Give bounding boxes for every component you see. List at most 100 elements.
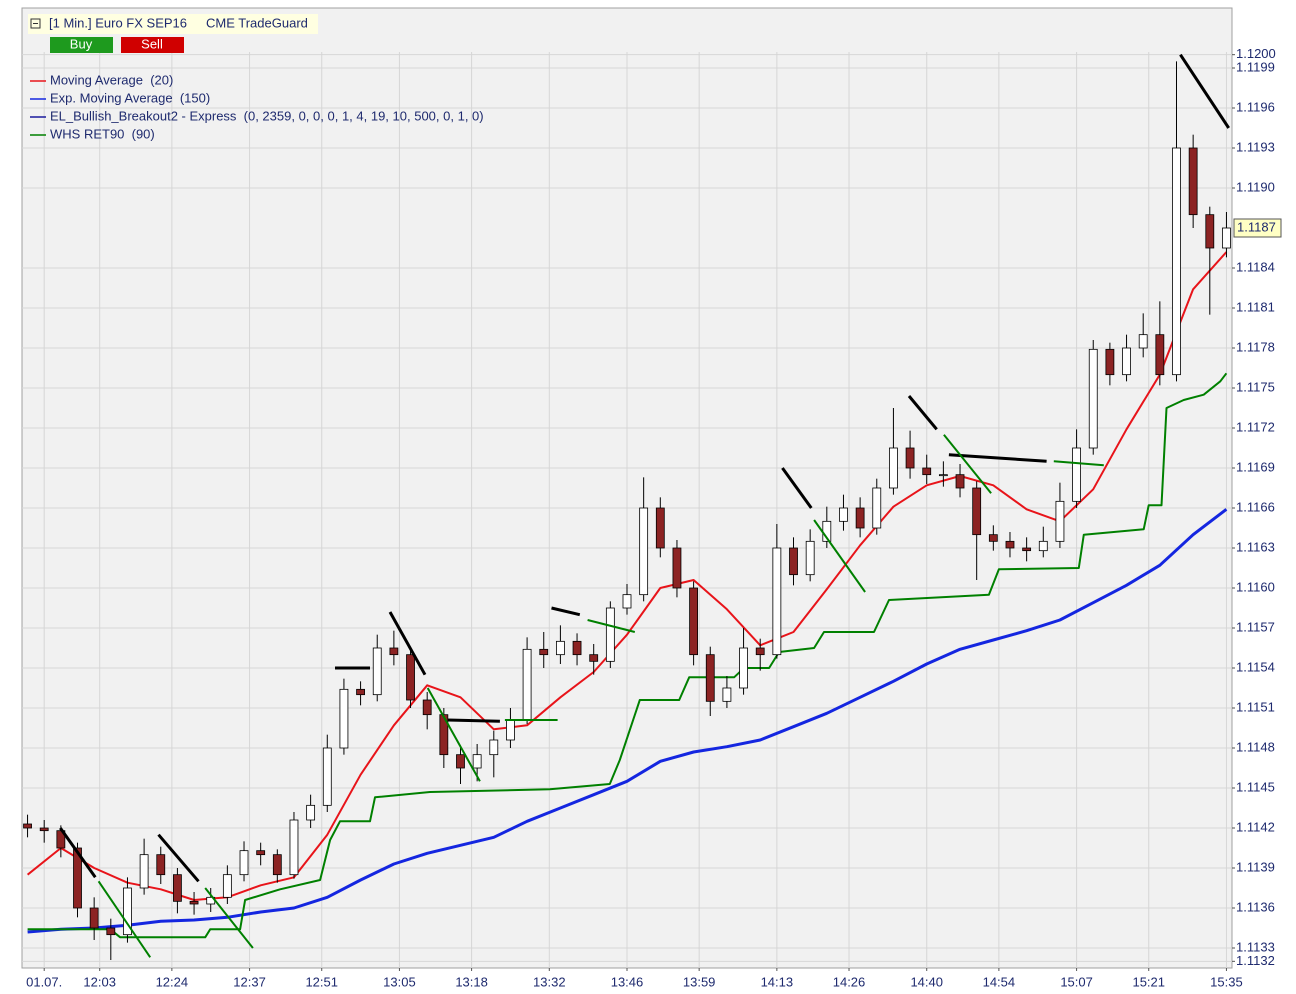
breakout-segment	[781, 467, 813, 509]
candle-body	[1088, 348, 1098, 449]
breakout-segment	[157, 833, 200, 883]
y-tick-label: 1.1169	[1236, 459, 1275, 474]
candle-body	[1122, 347, 1131, 376]
y-tick-label: 1.1178	[1236, 339, 1275, 354]
last-price-label: 1.1187	[1237, 219, 1276, 234]
x-tick-label: 13:59	[683, 974, 716, 989]
candle-body	[1038, 540, 1048, 552]
candle-body	[722, 687, 732, 702]
y-tick-label: 1.1154	[1236, 659, 1275, 674]
candle-body	[655, 507, 665, 549]
candle-body	[139, 854, 149, 889]
candle-body	[539, 648, 549, 656]
x-tick-label: 12:51	[305, 974, 338, 989]
y-tick-label: 1.1160	[1236, 579, 1275, 594]
candle-body	[1138, 334, 1148, 349]
last-price-box	[1233, 218, 1282, 238]
breakout-segment	[813, 519, 866, 593]
plot	[23, 53, 1231, 960]
breakout-segment	[97, 880, 152, 958]
y-tick-label: 1.1148	[1236, 739, 1275, 754]
x-tick-label: 01.07.	[26, 974, 62, 989]
candle-body	[89, 907, 99, 929]
candle-body	[938, 474, 948, 477]
candle-body	[589, 654, 599, 662]
candle-body	[855, 507, 865, 529]
candle-body	[222, 874, 232, 898]
y-tick-label: 1.1132	[1236, 953, 1275, 968]
breakout-segment	[948, 453, 1047, 463]
candle-body	[1022, 547, 1032, 552]
candle-body	[406, 654, 415, 701]
sell-button[interactable]	[121, 37, 184, 53]
candle-body	[805, 540, 815, 576]
y-tick-label: 1.1136	[1236, 899, 1275, 914]
candle-body	[1105, 348, 1115, 376]
candle-body	[189, 900, 199, 905]
breakout-segment	[907, 395, 938, 431]
buy-button[interactable]	[50, 37, 113, 53]
candle-body	[689, 587, 699, 656]
y-tick-label: 1.1196	[1236, 99, 1275, 114]
candle-body	[372, 647, 382, 696]
candle-body	[1055, 500, 1065, 542]
candle-body	[1155, 334, 1165, 376]
candle-body	[839, 507, 848, 522]
candle-body	[272, 854, 282, 876]
candle-body	[622, 594, 632, 609]
candle-body	[489, 739, 499, 756]
candle-body	[73, 847, 82, 909]
candle-body	[1222, 227, 1231, 249]
candle-body	[289, 819, 299, 876]
candle-body	[922, 467, 932, 476]
x-tick-label: 15:07	[1060, 974, 1093, 989]
y-tick-label: 1.1193	[1236, 139, 1275, 154]
candle-body	[705, 654, 715, 702]
candle-body	[772, 547, 782, 656]
sell-label[interactable]: Sell	[141, 36, 163, 51]
x-tick-label: 13:18	[455, 974, 488, 989]
x-tick-label: 12:24	[156, 974, 189, 989]
breakout-segment	[551, 606, 581, 617]
x-tick-label: 13:05	[383, 974, 416, 989]
candle-body	[555, 640, 565, 656]
candle-body	[905, 447, 915, 469]
breakout-segment	[59, 827, 97, 879]
candle-body	[173, 874, 182, 902]
legend-label: Moving Average (20)	[50, 72, 173, 87]
x-tick-label: 14:54	[983, 974, 1016, 989]
candle-body	[1072, 447, 1081, 502]
x-tick-label: 13:46	[611, 974, 644, 989]
y-tick-label: 1.1133	[1236, 939, 1275, 954]
buy-label[interactable]: Buy	[70, 36, 93, 51]
candle-body	[872, 487, 882, 529]
x-tick-label: 13:32	[533, 974, 566, 989]
candle-body	[389, 647, 399, 656]
candle-body	[356, 688, 365, 696]
candle-body	[23, 823, 32, 829]
candle-body	[755, 647, 765, 656]
candle-body	[506, 719, 515, 741]
breakout-segment	[426, 687, 481, 782]
candle-body	[256, 850, 266, 856]
legend-label: EL_Bullish_Breakout2 - Express (0, 2359,…	[50, 108, 484, 123]
y-tick-label: 1.1151	[1236, 699, 1275, 714]
candle-body	[156, 854, 166, 876]
candle-body	[988, 534, 998, 542]
candle-body	[572, 640, 582, 656]
y-tick-label: 1.1184	[1236, 259, 1275, 274]
candle-body	[522, 648, 532, 721]
candle-body	[439, 714, 449, 756]
collapse-icon[interactable]	[30, 18, 41, 29]
candle-body	[306, 804, 316, 821]
candle-body	[605, 607, 615, 662]
y-tick-label: 1.1163	[1236, 539, 1275, 554]
x-tick-label: 12:37	[233, 974, 266, 989]
x-tick-label: 12:03	[83, 974, 116, 989]
candle-body	[39, 827, 49, 832]
y-tick-label: 1.1145	[1236, 779, 1275, 794]
candle-body	[456, 754, 465, 769]
x-tick-label: 14:26	[833, 974, 866, 989]
